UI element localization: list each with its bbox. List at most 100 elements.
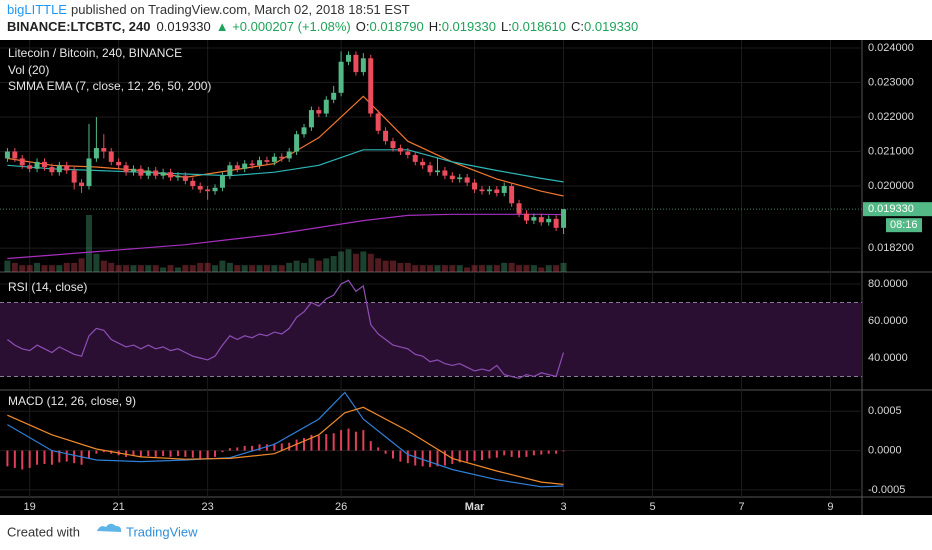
candle-body — [34, 161, 40, 169]
candle-body — [294, 134, 300, 152]
candle-body — [316, 110, 322, 114]
candle-body — [182, 175, 188, 181]
candle-body — [49, 167, 55, 173]
candle-body — [227, 165, 233, 176]
candle-body — [405, 151, 411, 155]
candle-body — [360, 58, 366, 73]
histogram-bar — [547, 450, 550, 454]
volume-bar — [493, 265, 500, 272]
y-tick-label: 0.022000 — [868, 111, 914, 123]
volume-bar — [219, 260, 226, 272]
volume-bar — [545, 265, 552, 272]
y-tick-label: 80.0000 — [868, 278, 908, 290]
histogram-bar — [50, 450, 53, 465]
candle-body — [516, 203, 522, 214]
legend-title: RSI (14, close) — [8, 280, 87, 294]
published: published on TradingView.com, March 02, … — [71, 2, 410, 17]
legend-title: Litecoin / Bitcoin, 240, BINANCE — [8, 46, 182, 60]
candle-body — [494, 189, 500, 193]
candle-body — [257, 160, 263, 166]
histogram-bar — [429, 450, 432, 468]
histogram-bar — [199, 450, 202, 459]
author: bigLITTLE — [7, 2, 67, 17]
volume-bar — [56, 265, 63, 272]
volume-bar — [338, 251, 345, 272]
ohlc-label: H: — [429, 19, 442, 34]
histogram-bar — [169, 450, 172, 457]
candle-body — [145, 170, 151, 176]
candle-body — [464, 177, 470, 183]
candle-body — [219, 175, 225, 188]
histogram-bar — [43, 450, 46, 464]
candle-body — [427, 165, 433, 173]
histogram-bar — [147, 450, 150, 457]
volume-bar — [197, 262, 204, 272]
volume-bar — [538, 267, 545, 272]
ohlc-label: C: — [571, 19, 584, 34]
legend-volume: Vol (20) — [8, 63, 49, 77]
histogram-bar — [58, 450, 61, 463]
histogram-bar — [273, 443, 276, 451]
volume-bar — [449, 265, 456, 272]
volume-bar — [560, 262, 567, 272]
indicator-line — [7, 406, 564, 485]
candle-body — [86, 158, 92, 187]
change: ▲ +0.000207 (+1.08%) — [216, 19, 351, 34]
candle-body — [457, 177, 463, 180]
volume-bar — [434, 265, 441, 272]
candle-body — [271, 156, 277, 162]
candle-body — [27, 165, 33, 169]
histogram-bar — [303, 437, 306, 451]
volume-bar — [308, 258, 315, 272]
header-line: bigLITTLE published on TradingView.com, M… — [7, 2, 410, 17]
candle-body — [472, 182, 478, 190]
ohlc-value: 0.018790 — [369, 19, 423, 34]
histogram-bar — [310, 434, 313, 451]
volume-bar — [249, 265, 256, 272]
candle-body — [64, 165, 70, 171]
candle-body — [412, 154, 418, 162]
volume-bar — [4, 260, 11, 272]
candle-body — [561, 209, 567, 228]
candle-body — [56, 165, 62, 173]
histogram-bar — [191, 450, 194, 458]
candle-body — [93, 148, 99, 159]
last-price-box — [863, 202, 932, 217]
x-tick-label: 9 — [827, 501, 833, 513]
volume-bar — [478, 265, 485, 272]
histogram-bar — [399, 450, 402, 462]
volume-bar — [293, 260, 300, 272]
candle-body — [153, 170, 159, 176]
x-tick-label: 21 — [113, 501, 125, 513]
volume-bar — [241, 265, 248, 272]
histogram-bar — [251, 445, 254, 451]
candle-body — [123, 165, 129, 173]
volume-bar — [501, 262, 508, 272]
histogram-bar — [347, 428, 350, 451]
volume-bar — [456, 265, 463, 272]
brand[interactable]: TradingView — [126, 524, 198, 539]
candle-body — [509, 186, 515, 204]
candle-body — [116, 161, 122, 166]
x-tick-label: 26 — [335, 501, 347, 513]
volume-bar — [130, 265, 137, 272]
volume-bar — [19, 265, 26, 272]
created-with: Created with — [7, 524, 80, 539]
histogram-bar — [288, 442, 291, 451]
candle-body — [101, 148, 107, 152]
candle-body — [197, 186, 203, 190]
volume-bar — [516, 265, 523, 272]
volume-bar — [382, 260, 389, 272]
histogram-bar — [525, 450, 528, 457]
candle-body — [212, 187, 218, 192]
candle-body — [338, 61, 344, 93]
histogram-bar — [391, 450, 394, 459]
candle-body — [279, 156, 285, 159]
histogram-bar — [340, 430, 343, 451]
candle-body — [79, 182, 85, 187]
histogram-bar — [532, 450, 535, 456]
symbol: BINANCE:LTCBTC, 240 — [7, 19, 151, 34]
volume-bar — [234, 265, 241, 272]
volume-bar — [174, 267, 181, 272]
